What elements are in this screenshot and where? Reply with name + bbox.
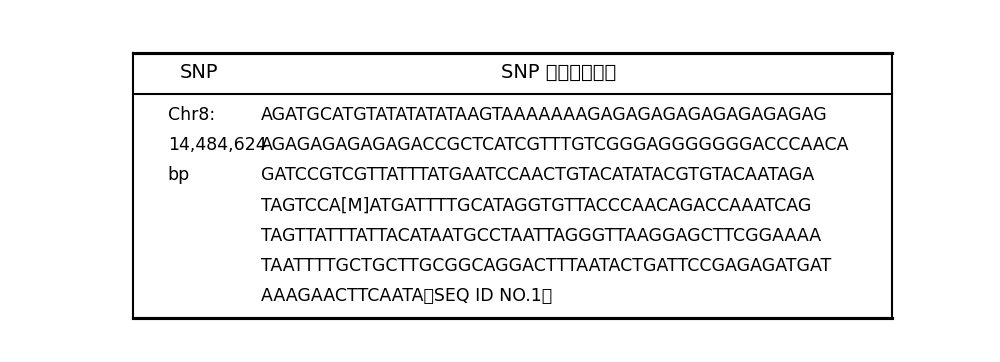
Text: AGATGCATGTATATATATAAGTAAAAAAAGAGAGAGAGAGAGAGAGAG: AGATGCATGTATATATATAAGTAAAAAAAGAGAGAGAGAG… (261, 106, 827, 124)
Text: AGAGAGAGAGAGACCGCTCATCGTTTGTCGGGAGGGGGGGACCCAACA: AGAGAGAGAGAGACCGCTCATCGTTTGTCGGGAGGGGGGG… (261, 136, 849, 154)
Text: AAAGAACTTCAATA（SEQ ID NO.1）: AAAGAACTTCAATA（SEQ ID NO.1） (261, 287, 552, 305)
Text: TAATTTTGCTGCTTGCGGCAGGACTTTAATACTGATTCCGAGAGATGAT: TAATTTTGCTGCTTGCGGCAGGACTTTAATACTGATTCCG… (261, 257, 831, 275)
Text: SNP 旁侧序列信息: SNP 旁侧序列信息 (501, 63, 617, 82)
Text: TAGTCCA[M]ATGATTTTGCATAGGTGTTACCCAACAGACCAAATCAG: TAGTCCA[M]ATGATTTTGCATAGGTGTTACCCAACAGAC… (261, 197, 811, 214)
Text: Chr8:: Chr8: (168, 106, 215, 124)
Text: 14,484,624: 14,484,624 (168, 136, 266, 154)
Text: TAGTTATTTATTACATAATGCCTAATTAGGGTTAAGGAGCTTCGGAAAA: TAGTTATTTATTACATAATGCCTAATTAGGGTTAAGGAGC… (261, 227, 821, 245)
Text: GATCCGTCGTTATTTATGAATCCAACTGTACATATACGTGTACAATAGA: GATCCGTCGTTATTTATGAATCCAACTGTACATATACGTG… (261, 167, 814, 184)
Text: bp: bp (168, 167, 190, 184)
Text: SNP: SNP (179, 63, 218, 82)
